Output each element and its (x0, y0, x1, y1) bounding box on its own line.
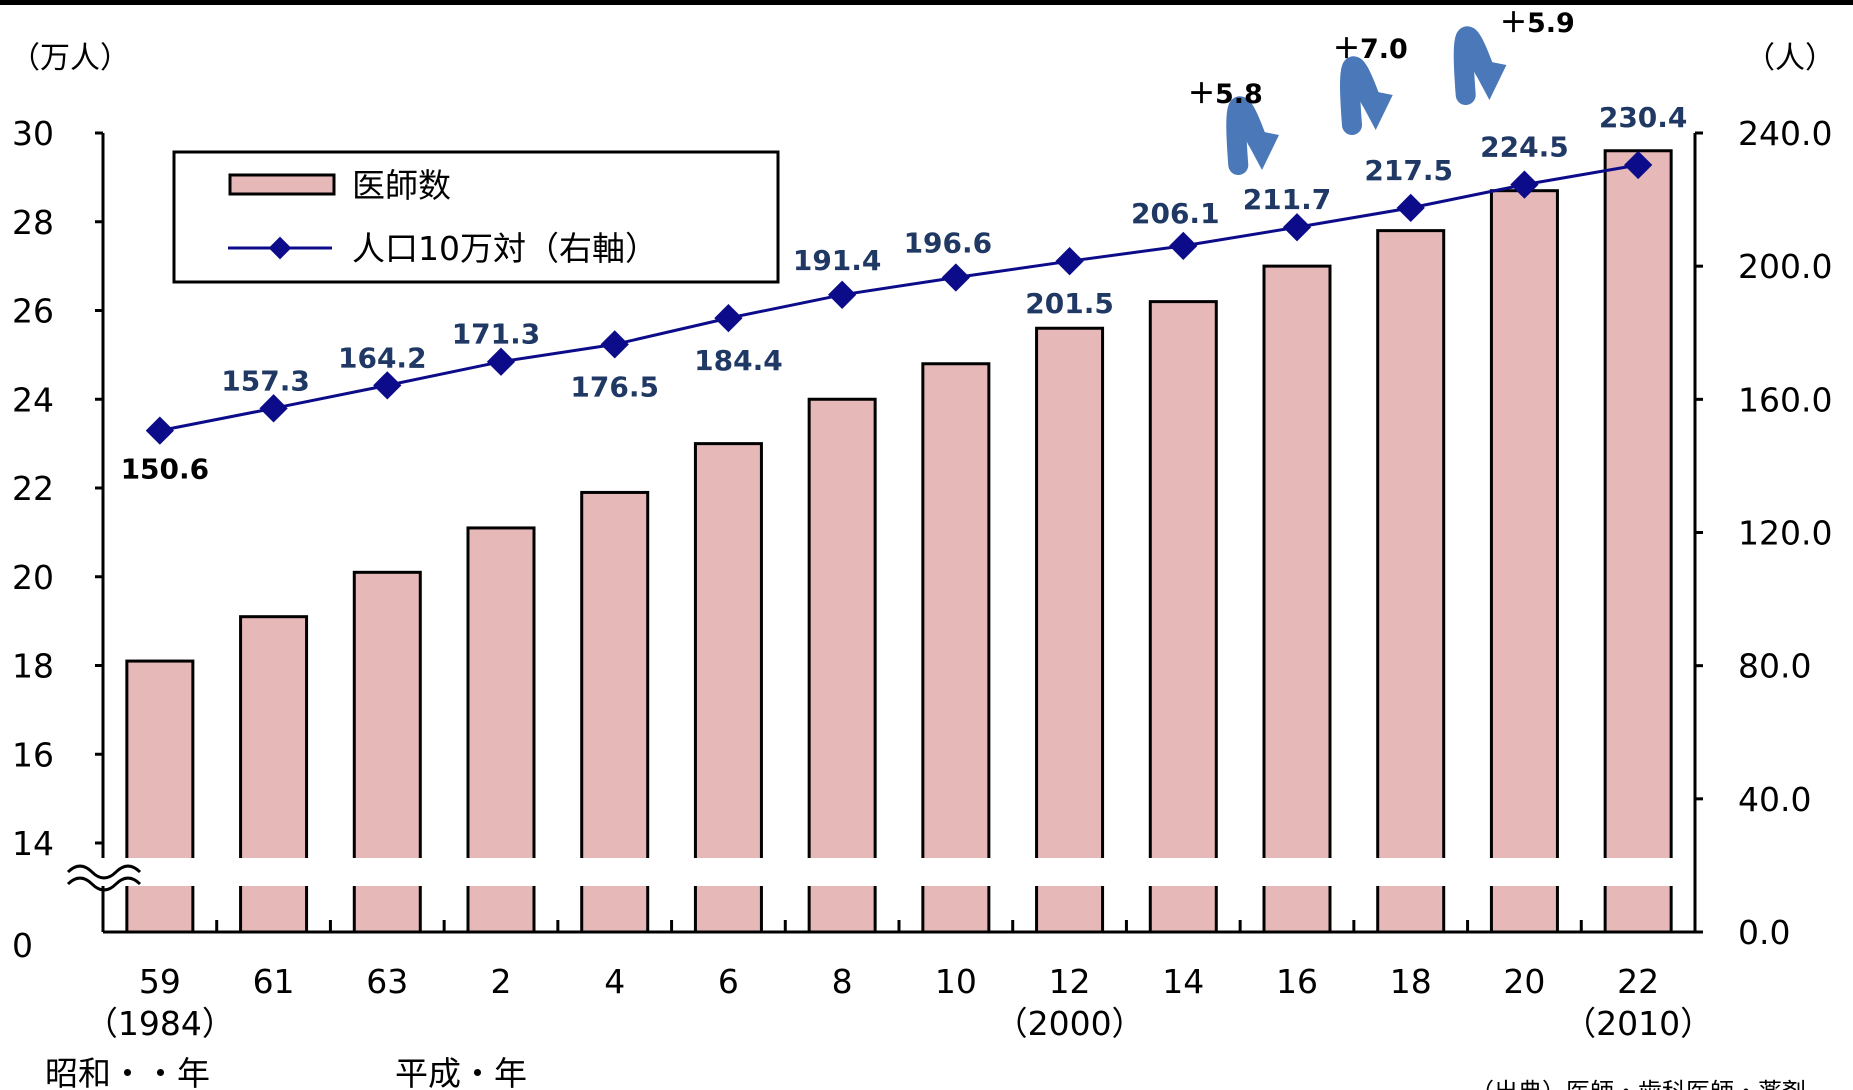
increase-arrow-3 (1453, 26, 1495, 105)
right-tick-label-40.0: 40.0 (1738, 780, 1811, 819)
x-tick-label-6: 6 (718, 962, 739, 1001)
increase-annotations: ＋5.8 ＋7.0 ＋5.9 (1188, 8, 1575, 175)
line-marker-18 (1396, 193, 1425, 223)
bar-20 (1489, 189, 1559, 934)
line-marker-6 (714, 303, 743, 333)
value-label-12: 201.5 (1025, 287, 1114, 320)
legend-line-label: 人口10万対（右軸） (352, 229, 658, 268)
x-tick-label-4: 4 (604, 962, 625, 1001)
line-marker-16 (1282, 213, 1312, 242)
x-tick-label-59: 59 (139, 962, 181, 1001)
x-tick-label-18: 18 (1390, 962, 1432, 1001)
x-tick-label-10: 10 (935, 962, 977, 1001)
line-marker-20 (1510, 170, 1539, 199)
x-tick-label-63: 63 (366, 962, 408, 1001)
line-marker-4 (600, 330, 629, 359)
x-tick-label-22: 22 (1617, 962, 1659, 1001)
x-tick-label-2: 2 (491, 962, 512, 1001)
line-path (159, 163, 1639, 433)
bar-16 (1262, 264, 1332, 934)
bar-12 (1035, 326, 1105, 934)
right-tick-label-0.0: 0.0 (1738, 913, 1790, 952)
left-tick-label-30: 30 (12, 114, 54, 153)
value-label-63: 164.2 (338, 341, 427, 374)
source-note: （出典）医師・歯科医師・薬剤 (1470, 1078, 1806, 1090)
increase-arrow-1 (1226, 96, 1267, 175)
legend: 医師数 人口10万対（右軸） (172, 150, 780, 284)
top-border (0, 0, 1853, 5)
value-label-16: 211.7 (1243, 183, 1332, 216)
left-tick-label-0: 0 (12, 926, 33, 965)
left-axis-unit: （万人） (10, 41, 130, 76)
bar-22 (1603, 149, 1673, 934)
left-tick-label-20: 20 (12, 558, 54, 597)
x-sublabel-59: （1984） (85, 1004, 235, 1043)
axes: 0 14 16 18 20 22 24 26 28 30 0.0 40.0 80.0 120.0 160.0… (12, 114, 1832, 965)
right-tick-label-120.0: 120.0 (1738, 514, 1832, 553)
bar-59 (125, 659, 195, 934)
right-tick-label-240.0: 240.0 (1738, 114, 1832, 153)
x-tick-label-61: 61 (253, 962, 295, 1001)
increase-arrowhead-2 (1352, 87, 1393, 130)
line-value-labels: 150.6 157.3 164.2 171.3 176.5 184.4 191.4 196.6… (121, 101, 1688, 486)
increase-arrow-2 (1340, 56, 1381, 135)
line-marker-14 (1169, 231, 1198, 261)
line-marker-2 (486, 347, 516, 376)
left-tick-label-28: 28 (12, 203, 54, 242)
legend-bar-swatch (228, 173, 336, 196)
bar-14 (1148, 300, 1218, 934)
left-tick-label-24: 24 (12, 380, 54, 419)
x-tick-label-16: 16 (1276, 962, 1318, 1001)
line-marker-22 (1624, 150, 1653, 180)
era-label-heisei: 平成・年 (395, 1054, 527, 1090)
increase-label-1: ＋5.8 (1188, 79, 1263, 110)
right-axis-unit: （人） (1745, 41, 1835, 76)
value-label-20: 224.5 (1480, 131, 1569, 164)
left-tick-label-26: 26 (12, 292, 54, 331)
line-marker-10 (941, 263, 970, 292)
value-label-4: 176.5 (570, 370, 659, 403)
axis-break-mark (66, 864, 142, 892)
value-label-18: 217.5 (1364, 154, 1453, 187)
x-sublabel-12: （2000） (995, 1004, 1145, 1043)
bar-10 (921, 362, 991, 934)
value-label-8: 191.4 (793, 244, 882, 277)
left-tick-label-16: 16 (12, 735, 54, 774)
x-tick-label-8: 8 (832, 962, 853, 1001)
line-marker-12 (1055, 247, 1084, 276)
value-label-59: 150.6 (121, 453, 210, 486)
left-tick-label-18: 18 (12, 647, 54, 686)
right-tick-label-160.0: 160.0 (1738, 380, 1832, 419)
x-axis-labels: 59（1984） 61 63 2 4 6 8 10 12（2000） 14 16 18 20 22（201… (85, 962, 1713, 1043)
bar-18 (1376, 229, 1446, 934)
increase-label-2: ＋7.0 (1333, 34, 1408, 65)
left-tick-label-22: 22 (12, 469, 54, 508)
value-label-2: 171.3 (452, 318, 541, 351)
axis-break-band (104, 858, 1694, 886)
x-tick-label-20: 20 (1503, 962, 1545, 1001)
value-label-10: 196.6 (904, 226, 993, 259)
x-tick-label-12: 12 (1049, 962, 1091, 1001)
right-tick-label-200.0: 200.0 (1738, 247, 1832, 286)
value-label-6: 184.4 (694, 344, 783, 377)
value-label-14: 206.1 (1131, 197, 1220, 230)
increase-arrowhead-1 (1239, 127, 1279, 170)
increase-label-3: ＋5.9 (1500, 8, 1575, 39)
line-marker-63 (373, 371, 402, 400)
bar-8 (807, 397, 877, 934)
right-tick-label-80.0: 80.0 (1738, 647, 1811, 686)
value-label-61: 157.3 (221, 364, 310, 397)
line-marker-61 (259, 394, 288, 423)
line-series (145, 150, 1653, 445)
line-marker-8 (828, 280, 857, 309)
legend-bar-label: 医師数 (352, 166, 451, 205)
value-label-22: 230.4 (1599, 101, 1688, 134)
left-tick-label-14: 14 (12, 824, 54, 863)
x-tick-label-14: 14 (1162, 962, 1204, 1001)
x-sublabel-22: （2010） (1563, 1004, 1713, 1043)
increase-arrowhead-3 (1466, 57, 1507, 100)
era-label-showa: 昭和・・年 (45, 1054, 210, 1090)
